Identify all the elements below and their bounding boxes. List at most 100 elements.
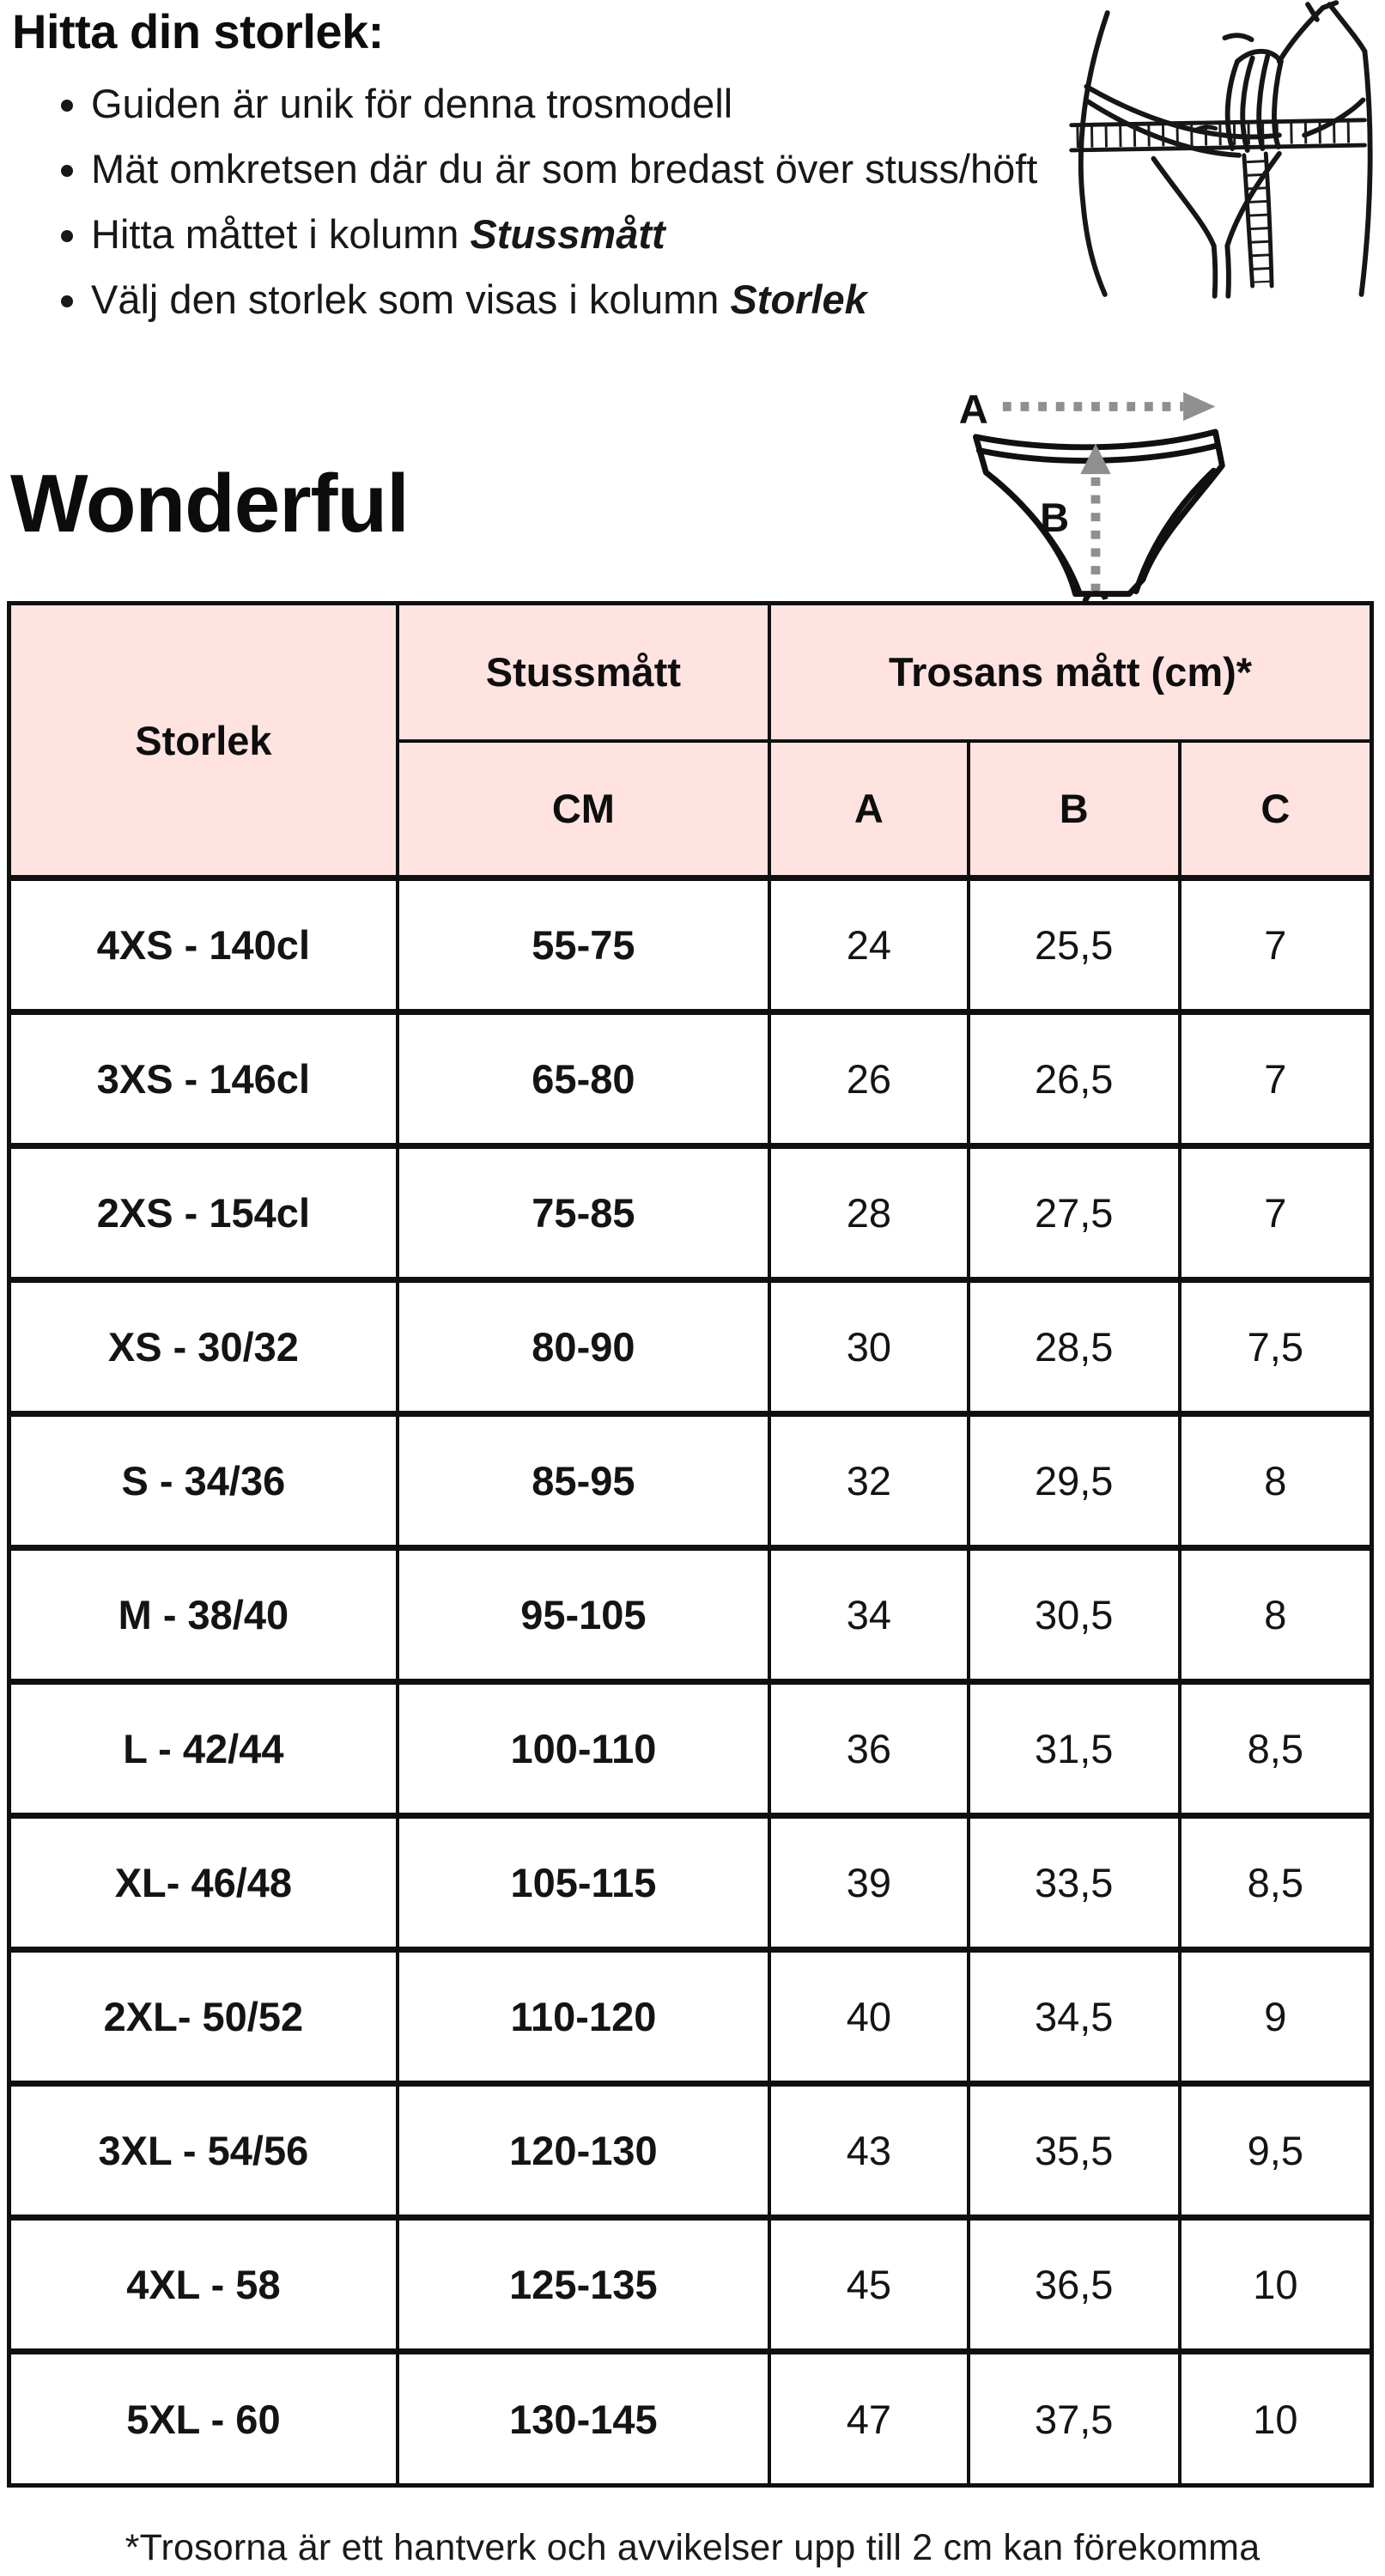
cell-a: 32 bbox=[768, 1411, 970, 1550]
cell-stussmatt: 125-135 bbox=[395, 2215, 772, 2354]
cell-stussmatt: 95-105 bbox=[395, 1545, 772, 1684]
cell-b: 30,5 bbox=[966, 1545, 1182, 1684]
cell-stussmatt: 55-75 bbox=[395, 875, 772, 1014]
header-a: A bbox=[768, 738, 970, 880]
cell-stussmatt: 100-110 bbox=[395, 1679, 772, 1818]
cell-stussmatt: 85-95 bbox=[395, 1411, 772, 1550]
diagram-label-a: A bbox=[959, 386, 988, 432]
list-item: Mät omkretsen där du är som bredast över… bbox=[91, 137, 1066, 202]
cell-b: 25,5 bbox=[966, 875, 1182, 1014]
list-item: Hitta måttet i kolumn Stussmått bbox=[91, 202, 1066, 267]
instruction-list: Guiden är unik för denna trosmodell Mät … bbox=[12, 71, 1066, 333]
table-row: L - 42/44 100-110 36 31,5 8,5 bbox=[7, 1679, 1374, 1818]
cell-stussmatt: 110-120 bbox=[395, 1947, 772, 2086]
cell-a: 28 bbox=[768, 1143, 970, 1282]
cell-size: 4XS - 140cl bbox=[7, 875, 399, 1014]
list-item: Guiden är unik för denna trosmodell bbox=[91, 71, 1066, 137]
cell-b: 31,5 bbox=[966, 1679, 1182, 1818]
size-table-header: Storlek Stussmått Trosans mått (cm)* CM … bbox=[7, 601, 1374, 880]
cell-a: 39 bbox=[768, 1813, 970, 1952]
cell-a: 24 bbox=[768, 875, 970, 1014]
bullet-text: Välj den storlek som visas i kolumn bbox=[91, 276, 731, 323]
cell-b: 26,5 bbox=[966, 1009, 1182, 1148]
table-row: S - 34/36 85-95 32 29,5 8 bbox=[7, 1411, 1374, 1550]
intro-section: Hitta din storlek: Guiden är unik för de… bbox=[12, 3, 1068, 333]
cell-stussmatt: 65-80 bbox=[395, 1009, 772, 1148]
footnote: *Trosorna är ett hantverk och avvikelser… bbox=[125, 2527, 1260, 2568]
cell-c: 10 bbox=[1177, 2215, 1374, 2354]
hips-measure-illustration-icon bbox=[1069, 0, 1373, 299]
cell-c: 7,5 bbox=[1177, 1277, 1374, 1416]
table-row: 3XS - 146cl 65-80 26 26,5 7 bbox=[7, 1009, 1374, 1148]
cell-a: 47 bbox=[768, 2348, 970, 2488]
cell-c: 9,5 bbox=[1177, 2081, 1374, 2220]
table-row: XS - 30/32 80-90 30 28,5 7,5 bbox=[7, 1277, 1374, 1416]
header-trosans-matt: Trosans mått (cm)* bbox=[768, 601, 1374, 743]
cell-size: 2XL- 50/52 bbox=[7, 1947, 399, 2086]
table-row: 2XL- 50/52 110-120 40 34,5 9 bbox=[7, 1947, 1374, 2086]
cell-c: 7 bbox=[1177, 1009, 1374, 1148]
cell-b: 28,5 bbox=[966, 1277, 1182, 1416]
panty-measure-diagram-icon: A B C bbox=[959, 386, 1225, 622]
header-b: B bbox=[966, 738, 1182, 880]
cell-stussmatt: 105-115 bbox=[395, 1813, 772, 1952]
cell-c: 8 bbox=[1177, 1545, 1374, 1684]
bullet-text: Mät omkretsen där du är som bredast över… bbox=[91, 146, 1038, 192]
table-row: 5XL - 60 130-145 47 37,5 10 bbox=[7, 2348, 1374, 2488]
table-row: 4XS - 140cl 55-75 24 25,5 7 bbox=[7, 875, 1374, 1014]
cell-stussmatt: 120-130 bbox=[395, 2081, 772, 2220]
cell-c: 7 bbox=[1177, 875, 1374, 1014]
header-stussmatt: Stussmått bbox=[395, 601, 772, 743]
cell-stussmatt: 75-85 bbox=[395, 1143, 772, 1282]
cell-b: 29,5 bbox=[966, 1411, 1182, 1550]
cell-a: 26 bbox=[768, 1009, 970, 1148]
bullet-emphasis: Storlek bbox=[730, 276, 867, 323]
header-c: C bbox=[1177, 738, 1374, 880]
diagram-label-b: B bbox=[1040, 495, 1069, 540]
table-row: 3XL - 54/56 120-130 43 35,5 9,5 bbox=[7, 2081, 1374, 2220]
product-name-title: Wonderful bbox=[10, 458, 410, 550]
table-row: M - 38/40 95-105 34 30,5 8 bbox=[7, 1545, 1374, 1684]
bullet-text: Guiden är unik för denna trosmodell bbox=[91, 81, 733, 126]
cell-size: 5XL - 60 bbox=[7, 2348, 399, 2488]
bullet-emphasis: Stussmått bbox=[470, 211, 665, 258]
cell-a: 34 bbox=[768, 1545, 970, 1684]
cell-b: 35,5 bbox=[966, 2081, 1182, 2220]
cell-size: 3XS - 146cl bbox=[7, 1009, 399, 1148]
cell-size: XS - 30/32 bbox=[7, 1277, 399, 1416]
cell-b: 34,5 bbox=[966, 1947, 1182, 2086]
table-row: 2XS - 154cl 75-85 28 27,5 7 bbox=[7, 1143, 1374, 1282]
cell-stussmatt: 80-90 bbox=[395, 1277, 772, 1416]
cell-a: 36 bbox=[768, 1679, 970, 1818]
cell-c: 9 bbox=[1177, 1947, 1374, 2086]
cell-size: L - 42/44 bbox=[7, 1679, 399, 1818]
cell-a: 43 bbox=[768, 2081, 970, 2220]
size-table: Storlek Stussmått Trosans mått (cm)* C M … bbox=[7, 601, 1374, 2488]
cell-stussmatt: 130-145 bbox=[395, 2348, 772, 2488]
list-item: Välj den storlek som visas i kolumn Stor… bbox=[91, 267, 1066, 332]
cell-size: 3XL - 54/56 bbox=[7, 2081, 399, 2220]
table-row: XL- 46/48 105-115 39 33,5 8,5 bbox=[7, 1813, 1374, 1952]
cell-c: 8,5 bbox=[1177, 1813, 1374, 1952]
cell-c: 8 bbox=[1177, 1411, 1374, 1550]
cell-a: 45 bbox=[768, 2215, 970, 2354]
page-title: Hitta din storlek: bbox=[12, 4, 384, 58]
bullet-text: Hitta måttet i kolumn bbox=[91, 211, 471, 258]
cell-size: S - 34/36 bbox=[7, 1411, 399, 1550]
cell-c: 10 bbox=[1177, 2348, 1374, 2488]
cell-a: 40 bbox=[768, 1947, 970, 2086]
cell-b: 33,5 bbox=[966, 1813, 1182, 1952]
cell-size: M - 38/40 bbox=[7, 1545, 399, 1684]
size-table-body: 4XS - 140cl 55-75 24 25,5 7 3XS - 146cl … bbox=[7, 875, 1374, 2488]
cell-size: 4XL - 58 bbox=[7, 2215, 399, 2354]
cell-b: 36,5 bbox=[966, 2215, 1182, 2354]
table-row: 4XL - 58 125-135 45 36,5 10 bbox=[7, 2215, 1374, 2354]
cell-size: XL- 46/48 bbox=[7, 1813, 399, 1952]
cell-size: 2XS - 154cl bbox=[7, 1143, 399, 1282]
header-storlek: Storlek bbox=[7, 601, 399, 880]
cell-b: 27,5 bbox=[966, 1143, 1182, 1282]
cell-c: 7 bbox=[1177, 1143, 1374, 1282]
cell-c: 8,5 bbox=[1177, 1679, 1374, 1818]
cell-b: 37,5 bbox=[966, 2348, 1182, 2488]
